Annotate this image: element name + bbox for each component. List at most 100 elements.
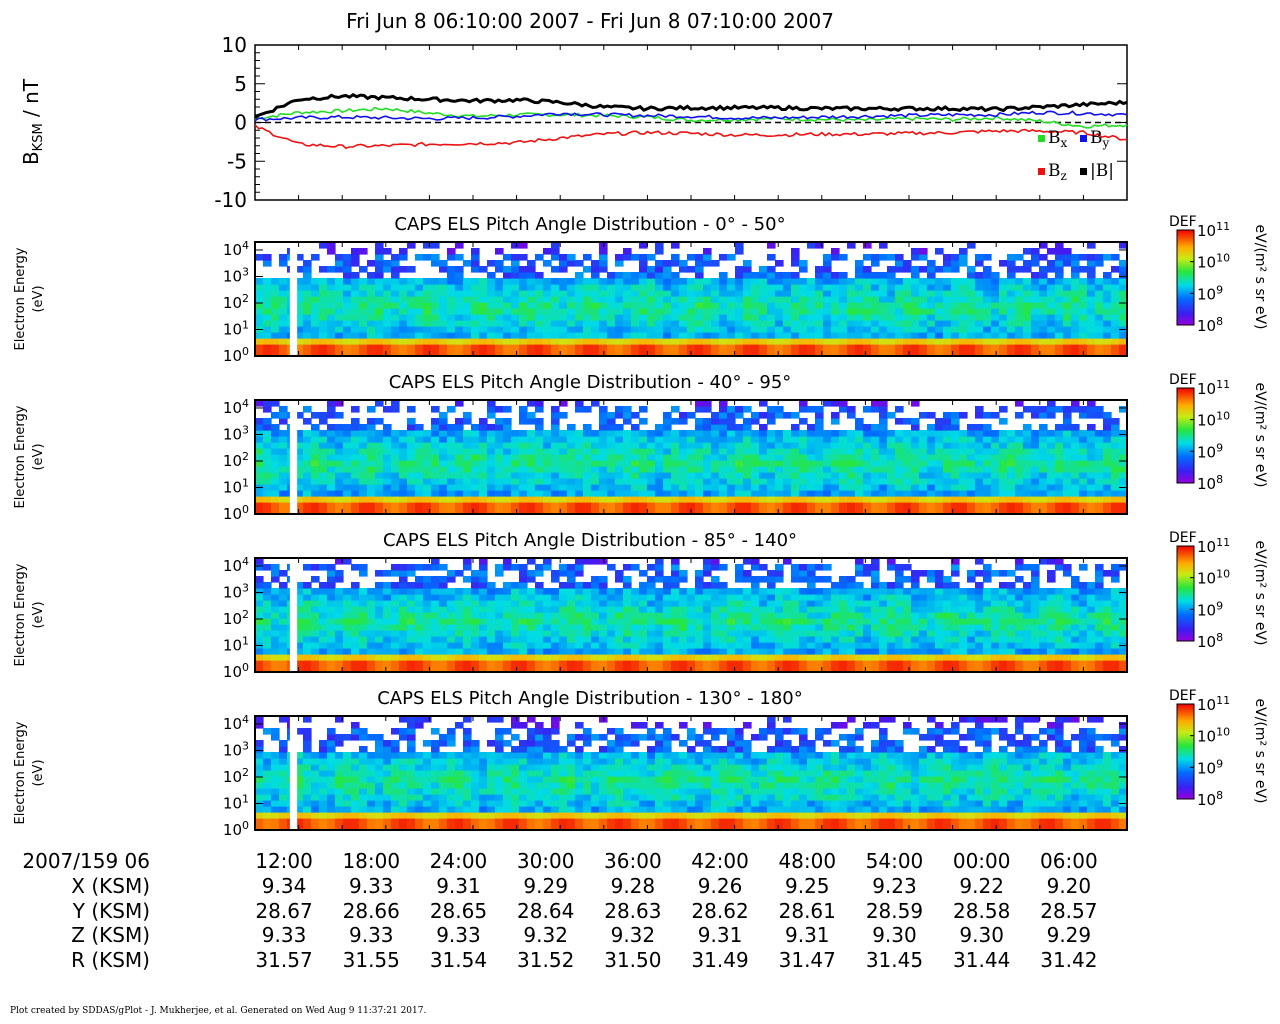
panel-3-cell — [823, 654, 832, 661]
panel-3-cell — [343, 660, 352, 667]
panel-1-cell — [471, 284, 480, 291]
panel-3-cell — [631, 618, 640, 625]
panel-2-cell — [447, 442, 456, 449]
panel-2-cell — [967, 496, 976, 503]
panel-3-cell — [367, 612, 376, 619]
panel-2-cell — [903, 466, 912, 473]
panel-2-cell — [543, 496, 552, 503]
panel-2-cell — [895, 436, 904, 443]
panel-2-cell — [791, 508, 800, 515]
panel-2-cell — [687, 478, 696, 485]
panel-2-cell — [623, 478, 632, 485]
panel-2-cell — [527, 472, 536, 479]
panel-3-cell — [743, 636, 752, 643]
panel-1-cell — [511, 314, 520, 321]
panel-1-cell — [439, 332, 448, 339]
panel-3-cell — [511, 612, 520, 619]
panel-2-cell — [711, 412, 720, 419]
panel-1-cell — [871, 290, 880, 297]
panel-3-cell — [607, 600, 616, 607]
panel-2-cell — [1095, 478, 1104, 485]
panel-2-cell — [295, 436, 304, 443]
panel-2-cell — [463, 436, 472, 443]
panel-3-cell — [527, 588, 536, 595]
panel-3-cell — [823, 624, 832, 631]
panel-1-cell — [335, 278, 344, 285]
panel-1-cell — [671, 350, 680, 357]
panel-1-cell — [711, 284, 720, 291]
panel-2-cell — [359, 508, 368, 515]
panel-1-cell — [951, 266, 960, 273]
panel-2-cell — [911, 418, 920, 425]
panel-3-cell — [375, 624, 384, 631]
panel-3-cell — [543, 630, 552, 637]
panel-3-cell — [807, 636, 816, 643]
panel-1-cell — [567, 308, 576, 315]
panel-2-cell — [1031, 490, 1040, 497]
panel-2-cell — [1047, 460, 1056, 467]
panel-2-cell — [775, 508, 784, 515]
panel-2-cell — [527, 400, 536, 407]
panel-2-cell — [263, 436, 272, 443]
panel-2-cell — [455, 448, 464, 455]
panel-1-cell — [703, 248, 712, 255]
panel-1-cell — [983, 272, 992, 279]
panel-2-cell — [743, 502, 752, 509]
panel-1-cell — [335, 266, 344, 273]
panel-2-cell — [815, 466, 824, 473]
panel-3-cell — [623, 576, 632, 583]
panel-3-cell — [271, 654, 280, 661]
panel-2-cell — [463, 502, 472, 509]
mag-ytick-label: 0 — [234, 111, 247, 135]
panel-3-cell — [295, 588, 304, 595]
panel-3-cell — [423, 642, 432, 649]
panel-3-cell — [519, 600, 528, 607]
panel-2-cell — [407, 472, 416, 479]
panel-1-cell — [639, 296, 648, 303]
panel-2-cell — [1103, 490, 1112, 497]
panel-2-cell — [535, 454, 544, 461]
panel-3-cell — [767, 588, 776, 595]
panel-2-cell — [999, 472, 1008, 479]
panel-3-cell — [599, 612, 608, 619]
panel-2-cell — [367, 460, 376, 467]
panel-1-cell — [839, 314, 848, 321]
panel-3-cell — [791, 642, 800, 649]
panel-3-cell — [663, 666, 672, 673]
panel-1-cell — [943, 302, 952, 309]
panel-2-cell — [775, 490, 784, 497]
panel-2-cell — [487, 484, 496, 491]
panel-3-cell — [519, 612, 528, 619]
panel-1-cell — [791, 254, 800, 261]
panel-2-cell — [375, 496, 384, 503]
panel-2-cell — [631, 472, 640, 479]
panel-1-cell — [567, 332, 576, 339]
panel-1-cell — [975, 260, 984, 267]
panel-2-cell — [879, 472, 888, 479]
panel-1-cell — [447, 326, 456, 333]
panel-2-cell — [455, 478, 464, 485]
panel-1-cell — [279, 296, 288, 303]
panel-3-cell — [791, 666, 800, 673]
panel-1-cell — [279, 320, 288, 327]
panel-2-cell — [631, 424, 640, 431]
panel-1-cell — [943, 332, 952, 339]
panel-3-cell — [671, 624, 680, 631]
panel-3-cell — [439, 660, 448, 667]
panel-2-cell — [271, 484, 280, 491]
panel-1-cell — [959, 254, 968, 261]
panel-2-cell — [631, 484, 640, 491]
panel-3-cell — [799, 594, 808, 601]
panel-2-cell — [679, 442, 688, 449]
panel-2-cell — [1055, 460, 1064, 467]
panel-2-cell — [335, 502, 344, 509]
panel-3-cell — [543, 636, 552, 643]
panel-3-cell — [391, 654, 400, 661]
panel-2-cell — [319, 418, 328, 425]
panel-1-cell — [991, 278, 1000, 285]
panel-2-cell — [727, 466, 736, 473]
panel-2-cell — [391, 472, 400, 479]
panel-2-cell — [719, 442, 728, 449]
panel-1-cell — [431, 308, 440, 315]
panel-1-cell — [703, 308, 712, 315]
